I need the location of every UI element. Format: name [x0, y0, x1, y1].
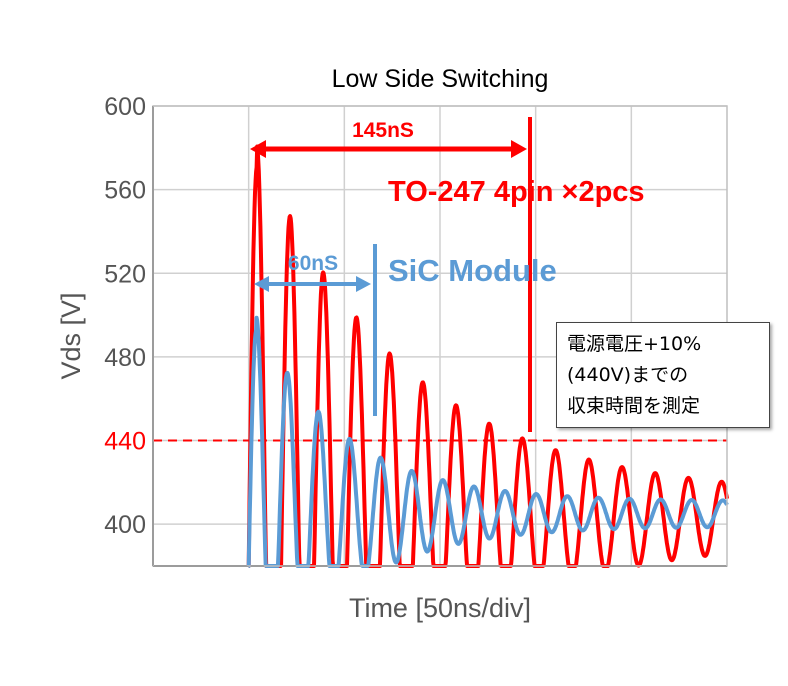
y-tick-label: 440 — [104, 428, 146, 456]
annotations: 145nS TO-247 4pin ×2pcs 60nS SiC Module — [250, 117, 645, 432]
chart-title: Low Side Switching — [332, 65, 549, 93]
y-tick-labels: 400 440 480 520 560 600 — [104, 93, 146, 539]
series-to247-line — [246, 144, 729, 568]
red-arrow-head-right — [511, 140, 527, 158]
callout-box: 電源電圧+10% (440V)までの 収束時間を測定 — [556, 322, 770, 428]
red-arrow-head-left — [250, 140, 266, 158]
callout-line-2: (440V)までの — [567, 364, 689, 386]
callout-line-1: 電源電圧+10% — [567, 333, 702, 355]
x-axis-label: Time [50ns/div] — [349, 593, 531, 623]
series-group — [246, 144, 729, 568]
red-series-label: TO-247 4pin ×2pcs — [388, 176, 645, 208]
y-tick-label: 480 — [104, 344, 146, 372]
y-tick-label: 520 — [104, 260, 146, 288]
series-sic-module-line — [246, 315, 729, 568]
blue-series-label: SiC Module — [388, 253, 557, 288]
blue-arrow-head-right — [356, 276, 371, 292]
callout-line-3: 収束時間を測定 — [567, 395, 701, 417]
y-tick-label: 400 — [104, 511, 146, 539]
blue-span-label: 60nS — [288, 252, 338, 275]
y-axis-label: Vds [V] — [56, 292, 86, 379]
red-span-label: 145nS — [352, 119, 414, 142]
y-tick-label: 600 — [104, 93, 146, 121]
y-tick-label: 560 — [104, 177, 146, 205]
blue-arrow-head-left — [254, 276, 269, 292]
